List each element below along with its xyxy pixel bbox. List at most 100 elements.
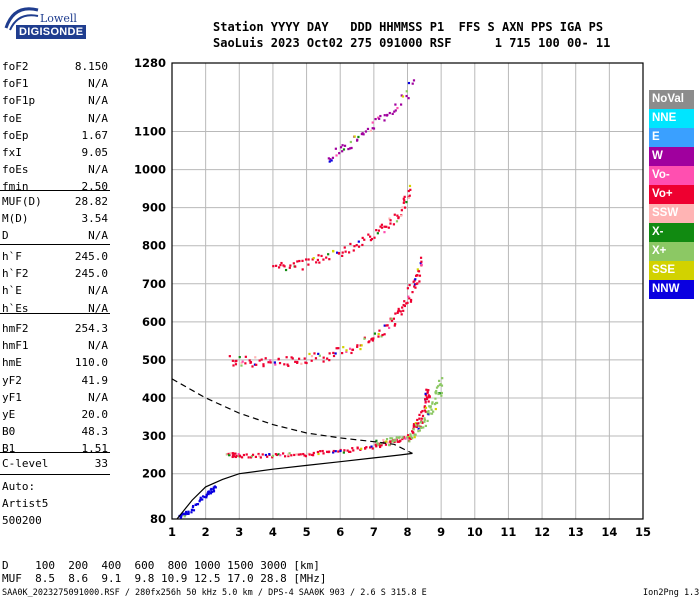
echo-point — [384, 443, 388, 446]
echo-point — [342, 451, 345, 454]
echo-point — [425, 396, 429, 399]
param-value: 245.0 — [74, 267, 108, 281]
param-row: foEs N/A — [2, 163, 108, 179]
y-tick-label: 80 — [150, 512, 166, 526]
echo-point — [407, 196, 411, 199]
echo-point — [412, 424, 415, 427]
param-key: foF1p — [2, 94, 36, 108]
echo-point — [362, 133, 365, 136]
echo-point — [405, 201, 408, 204]
echo-point — [380, 335, 383, 338]
param-row: h`F 245.0 — [2, 250, 108, 266]
echo-point — [233, 455, 236, 458]
echo-point — [301, 268, 304, 271]
echo-point — [439, 383, 442, 386]
echo-point — [275, 453, 279, 457]
echo-point — [238, 454, 241, 457]
param-key: yE — [2, 408, 16, 421]
echo-point — [248, 359, 251, 362]
echo-point — [198, 500, 201, 503]
echo-point — [387, 441, 390, 444]
param-key: D — [2, 229, 9, 243]
echo-point — [399, 103, 403, 106]
echo-point — [208, 491, 211, 494]
footer-file-info: SAA0K_2023275091000.RSF / 280fx256h 50 k… — [2, 588, 427, 598]
echo-point — [432, 410, 435, 413]
echo-point — [420, 263, 423, 266]
echo-point — [305, 361, 308, 365]
echo-point — [332, 451, 335, 454]
echo-point — [369, 235, 372, 238]
echo-point — [348, 450, 351, 453]
echo-point — [414, 274, 418, 277]
echo-point — [424, 406, 428, 409]
echo-point — [245, 453, 248, 456]
echo-point — [394, 439, 397, 442]
echo-point — [364, 130, 368, 133]
echo-point — [226, 453, 229, 456]
echo-point — [326, 357, 329, 360]
x-tick-label: 15 — [635, 525, 651, 539]
header-line-1: Station YYYY DAY DDD HHMMSS P1 FFS S AXN… — [213, 20, 604, 34]
echo-point — [274, 363, 277, 366]
echo-point — [278, 361, 282, 365]
echo-point — [345, 349, 348, 352]
echo-point — [360, 447, 363, 450]
echo-point — [322, 360, 325, 363]
echo-point — [297, 453, 300, 456]
y-tick-label: 700 — [142, 277, 166, 291]
echo-point — [426, 391, 429, 394]
echo-point — [356, 138, 359, 141]
echo-point — [186, 512, 190, 515]
echo-point — [410, 435, 413, 438]
echo-point — [327, 253, 330, 256]
echo-point — [304, 258, 308, 261]
echo-point — [365, 446, 368, 449]
echo-point — [184, 512, 188, 515]
param-row: yF1 N/A — [2, 391, 108, 407]
echo-point — [440, 384, 444, 387]
echo-point — [404, 437, 407, 440]
echo-point — [393, 324, 396, 327]
echo-point — [268, 453, 271, 456]
param-value: N/A — [88, 77, 108, 91]
echo-point — [283, 363, 286, 366]
echo-point — [389, 441, 392, 444]
echo-point — [290, 454, 293, 457]
echo-point — [329, 158, 332, 161]
echo-point — [285, 356, 288, 359]
echo-point — [431, 401, 434, 404]
echo-point — [341, 144, 344, 147]
echo-point — [288, 452, 291, 455]
echo-point — [332, 351, 335, 355]
echo-point — [389, 437, 392, 440]
echo-point — [409, 298, 413, 302]
echo-point — [391, 112, 394, 115]
echo-point — [416, 268, 419, 271]
echo-point — [287, 364, 290, 368]
echo-point — [201, 498, 204, 501]
legend-item-nnw: NNW — [649, 280, 694, 299]
echo-point — [267, 361, 270, 364]
echo-point — [310, 359, 313, 362]
echo-point — [341, 150, 344, 153]
echo-point — [408, 194, 411, 197]
echo-point — [406, 287, 409, 290]
param-key: M(D) — [2, 212, 29, 226]
param-row: foF2 8.150 — [2, 60, 108, 76]
echo-point — [440, 394, 443, 397]
param-key: h`Es — [2, 301, 29, 315]
echo-point — [398, 436, 401, 439]
echo-point — [351, 348, 355, 351]
echo-point — [413, 436, 416, 439]
echo-point — [231, 359, 234, 362]
echo-point — [377, 116, 380, 119]
echo-point — [408, 284, 411, 287]
auto-label: Auto: — [2, 480, 36, 493]
echo-point — [330, 159, 333, 162]
param-row: M(D) 3.54 — [2, 212, 108, 228]
echo-point — [416, 274, 419, 277]
param-key: foEs — [2, 163, 29, 177]
echo-point — [403, 300, 406, 303]
echo-point — [431, 402, 434, 405]
